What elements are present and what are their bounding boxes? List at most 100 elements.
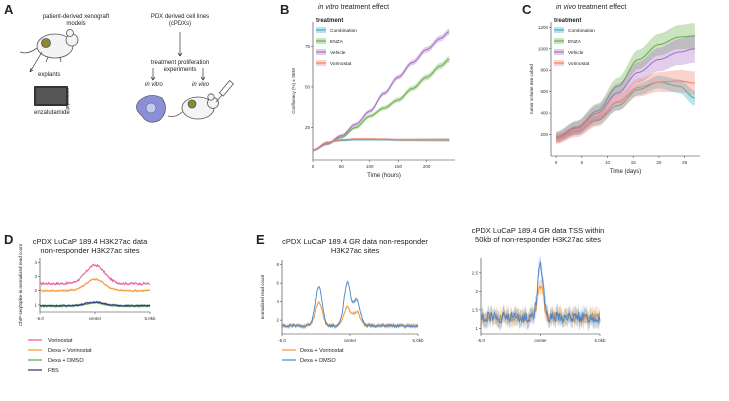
x-axis-label: Time (hours)	[367, 173, 401, 179]
x-tick-label: 200	[423, 164, 431, 169]
x-tick-label: 10	[605, 160, 611, 165]
x-tick-label: 5	[581, 160, 584, 165]
legend-label: Dexa + Vorinostat	[300, 348, 344, 354]
y-tick-label: 4	[34, 260, 37, 265]
legend-label: Vehicle	[568, 50, 584, 56]
explants-label: explants	[38, 72, 61, 78]
legend-label: Combination	[568, 28, 595, 34]
x-tick-label: 20	[656, 160, 662, 165]
series-line	[39, 301, 151, 307]
y-tick-label: 3	[34, 274, 37, 279]
mouse-icon	[167, 93, 219, 120]
legend-label: Vorinostat	[568, 61, 590, 67]
panel-letter-d: D	[4, 232, 14, 247]
legend-label: ENZA	[330, 39, 344, 45]
x-tick-label: 5.0kb	[412, 338, 424, 343]
y-tick-label: 6	[276, 281, 279, 286]
y-tick-label: 1000	[538, 46, 549, 51]
syringe-icon	[215, 80, 235, 103]
y-tick-label: 8	[276, 262, 279, 267]
x-tick-label: 5.0kb	[144, 316, 156, 321]
x-tick-label: 5.0kb	[594, 338, 606, 343]
chart-b-title: in vitro treatment effect	[318, 4, 390, 11]
y-tick-label: 1.5	[472, 307, 479, 312]
x-tick-label: -5.0	[278, 338, 286, 343]
legend-label: Vorinostat	[330, 61, 352, 67]
panel-letter-e: E	[256, 232, 265, 247]
cpdx-lines-label: PDX derived cell lines (cPDXs)	[150, 14, 210, 27]
panel-a-illustration	[19, 29, 235, 123]
chart-c-title: in vivo treatment effect	[556, 4, 627, 11]
series-band	[313, 137, 450, 151]
series-band	[282, 279, 418, 330]
legend-label: Dexa + DMSO	[300, 358, 336, 364]
series-band	[313, 28, 450, 152]
y-axis-label: Confluency (%) ± SEM	[291, 68, 296, 114]
legend-label: Combination	[330, 28, 357, 34]
arrow-icon	[29, 51, 43, 73]
x-tick-label: center	[344, 338, 357, 343]
y-tick-label: 1	[34, 302, 37, 307]
y-tick-label: 400	[540, 111, 548, 116]
series-line	[556, 80, 695, 140]
y-tick-label: 2	[34, 288, 37, 293]
y-tick-label: 4	[276, 299, 279, 304]
x-tick-label: 100	[366, 164, 374, 169]
x-tick-label: 50	[339, 164, 345, 169]
in-vitro-label: in vitro	[145, 82, 163, 88]
series-line	[312, 58, 450, 151]
series-line	[312, 138, 450, 151]
legend-label: ENZA	[568, 39, 582, 45]
y-axis-label: normalized read count	[260, 274, 265, 319]
chart-e-right-title: cPDX LuCaP 189.4 GR data TSS within 50kb…	[471, 226, 605, 244]
panel-letter-a: A	[4, 2, 14, 17]
x-tick-label: 15	[631, 160, 637, 165]
in-vivo-label: in vivo	[192, 82, 210, 88]
x-tick-label: 150	[394, 164, 402, 169]
series-band	[556, 23, 695, 142]
y-tick-label: 1200	[538, 25, 549, 30]
y-tick-label: 800	[540, 68, 548, 73]
x-tick-label: center	[89, 316, 102, 321]
treatment-experiments-label: treatment proliferation experiments	[150, 60, 210, 73]
legend-title: treatment	[554, 18, 581, 24]
legend-label: FBS	[48, 368, 59, 374]
well-plate-icon	[34, 86, 68, 106]
y-tick-label: 50	[305, 84, 311, 89]
series-line	[556, 35, 695, 138]
x-axis-label: Time (days)	[610, 169, 641, 175]
series-band	[556, 75, 695, 141]
y-tick-label: 200	[540, 132, 548, 137]
y-tick-label: 2	[475, 289, 478, 294]
legend-label: Dexa + DMSO	[48, 358, 84, 364]
panel-letter-b: B	[280, 2, 290, 17]
cell-icon	[136, 95, 166, 123]
y-tick-label: 2.5	[472, 270, 479, 275]
enzalutamide-label: enzalutamide	[34, 110, 70, 116]
series-line	[556, 48, 695, 139]
series-line	[281, 281, 419, 328]
x-tick-label: 0	[312, 164, 315, 169]
series-line	[39, 263, 151, 286]
y-tick-label: 1	[475, 326, 478, 331]
y-tick-label: 2	[276, 318, 279, 323]
panel-letter-c: C	[522, 2, 532, 17]
chart-e-left-title: cPDX LuCaP 189.4 GR data non-responder H…	[282, 237, 428, 255]
y-tick-label: 75	[305, 44, 311, 49]
x-tick-label: -5.0	[477, 338, 485, 343]
series-band	[556, 69, 695, 144]
pdx-models-label: patient-derived xenograft models	[42, 14, 110, 27]
y-tick-label: 25	[305, 125, 311, 130]
series-line	[39, 278, 151, 293]
series-line	[480, 261, 601, 325]
chart-d-title: cPDX LuCaP 189.4 H3K27ac data non-respon…	[32, 237, 148, 255]
series-line	[312, 31, 450, 151]
x-tick-label: 0	[555, 160, 558, 165]
x-tick-label: -5.0	[36, 316, 44, 321]
legend-label: Dexa + Vorinostat	[48, 348, 92, 354]
mouse-icon	[19, 29, 79, 63]
